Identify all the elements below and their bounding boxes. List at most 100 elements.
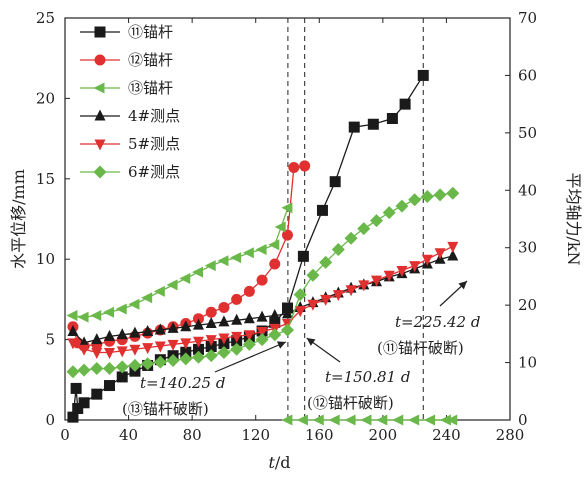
data-point [307,299,319,311]
data-point [331,243,345,257]
data-point [153,355,167,369]
data-point [269,308,281,320]
data-point [371,275,382,287]
data-point [256,327,268,339]
legend-marker [93,82,105,94]
x-axis-title: t/d [268,453,290,472]
legend-marker [94,139,106,151]
data-point [154,341,166,353]
data-point [268,239,280,251]
data-point [104,380,115,392]
data-point [399,98,411,110]
data-point [282,307,293,319]
data-point [367,118,379,130]
data-point [316,204,328,216]
data-point [104,347,115,359]
data-point [329,176,341,188]
data-point [439,414,451,426]
data-point [153,285,165,297]
data-point [66,309,78,321]
y-right-tick-label: 30 [518,239,537,257]
data-point [255,333,269,347]
data-point [358,280,370,292]
data-point [193,318,204,330]
data-point [205,306,217,318]
data-point [129,326,141,338]
data-point [434,248,446,260]
legend-label: ⑬锚杆 [128,79,173,97]
data-point [417,69,429,81]
x-axis-title-var: t [268,453,275,472]
annotation-arrow [214,341,287,373]
data-point [294,306,306,318]
data-point [218,333,230,345]
data-point [218,315,230,327]
data-point [447,241,459,253]
y-left-tick-label: 0 [45,411,55,429]
data-point [383,270,395,282]
data-point [204,349,218,363]
data-point [166,279,178,291]
data-point [386,113,398,124]
data-point [231,313,243,325]
x-tick-label: 160 [305,426,334,444]
data-point [193,336,204,348]
data-point [180,346,192,358]
legend-marker [94,54,106,66]
y-left-tick-label: 5 [45,331,55,349]
data-point [288,162,300,174]
data-point [141,292,153,304]
data-point [396,265,408,277]
series-line [72,75,424,418]
data-point [128,298,140,310]
data-point [243,312,255,324]
data-point [103,362,116,376]
data-point [269,258,281,270]
data-point [192,350,205,364]
data-point [319,255,333,269]
data-point [281,414,293,426]
annotation-arrowhead [458,281,467,290]
data-point [116,346,128,358]
data-point [243,330,255,342]
y-right-tick-label: 60 [518,66,537,84]
data-point [328,414,340,426]
data-point [297,250,309,262]
data-point [243,285,255,297]
data-point [392,414,404,426]
data-point [91,388,103,400]
data-point [70,382,82,394]
data-point [268,328,282,342]
data-point [116,371,128,383]
y-left-tick-label: 20 [36,89,55,107]
data-point [395,199,409,213]
y-right-tick-label: 50 [518,124,537,142]
series-6 [281,414,458,426]
data-point [242,337,256,351]
data-point [154,323,166,335]
x-tick-label: 240 [432,426,461,444]
data-point [104,329,115,341]
annotation-note: (⑬锚杆破断) [122,400,209,418]
data-point [116,328,128,340]
data-point [218,301,230,313]
annotation-time: t=150.81 d [325,368,410,386]
data-point [274,221,286,233]
y-left-axis-title: 水平位移/mm [9,169,28,269]
data-point [344,414,356,426]
data-point [167,321,179,333]
data-point [67,411,79,423]
data-point [205,317,217,329]
x-tick-label: 0 [60,426,70,444]
data-point [446,186,460,200]
data-point [269,316,281,328]
legend-marker [94,26,106,38]
data-point [67,338,79,350]
data-point [320,294,332,306]
data-point [193,343,204,355]
y-right-axis-title: 平均轴力/kN [564,172,583,265]
x-tick-label: 200 [369,426,398,444]
data-point [91,333,103,345]
y-left-tick-label: 15 [36,170,55,188]
